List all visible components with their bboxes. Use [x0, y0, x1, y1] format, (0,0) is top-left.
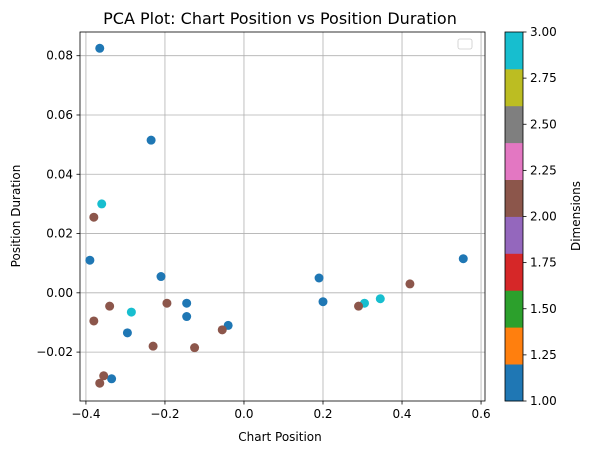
scatter-point: [95, 43, 105, 53]
scatter-point: [318, 297, 328, 307]
scatter-point: [99, 371, 109, 381]
x-tick-label: 0.6: [472, 407, 491, 421]
scatter-point: [95, 378, 105, 388]
y-tick-label: 0.08: [46, 49, 73, 63]
scatter-point: [85, 255, 95, 265]
grid-lines: [80, 32, 485, 401]
colorbar-tick-label: 2.75: [530, 71, 557, 85]
scatter-point: [122, 328, 132, 338]
scatter-point: [217, 325, 227, 335]
y-tick-label: −0.02: [36, 345, 73, 359]
colorbar-segment: [505, 32, 523, 70]
colorbar-segment: [505, 216, 523, 254]
scatter-point: [148, 341, 158, 351]
colorbar-tick-label: 1.25: [530, 348, 557, 362]
colorbar-tick-label: 1.75: [530, 256, 557, 270]
scatter-point: [105, 301, 115, 311]
colorbar-tick-label: 1.00: [530, 394, 557, 408]
x-tick-label: −0.2: [150, 407, 179, 421]
x-tick-label: 0.0: [234, 407, 253, 421]
colorbar-ticks: 1.00 1.25 1.50 1.75 2.00 2.25 2.50 2.75 3.00: [523, 25, 557, 408]
y-axis-label: Position Duration: [9, 165, 23, 268]
scatter-point: [89, 212, 99, 222]
legend-box: [457, 38, 473, 50]
colorbar-segment: [505, 290, 523, 328]
x-axis-label: Chart Position: [238, 430, 322, 444]
colorbar-segment: [505, 68, 523, 107]
y-axis-ticks: −0.02 0.00 0.02 0.04 0.06 0.08: [36, 49, 80, 359]
colorbar-segment: [505, 327, 523, 365]
y-tick-label: 0.06: [46, 108, 73, 122]
y-tick-label: 0.00: [46, 286, 73, 300]
colorbar: [505, 32, 523, 402]
y-tick-label: 0.04: [46, 167, 73, 181]
scatter-point: [97, 199, 107, 209]
colorbar-tick-label: 3.00: [530, 25, 557, 39]
colorbar-tick-label: 2.50: [530, 117, 557, 131]
x-axis-ticks: −0.4 −0.2 0.0 0.2 0.4 0.6: [71, 401, 491, 421]
colorbar-label: Dimensions: [569, 181, 583, 251]
chart-title: PCA Plot: Chart Position vs Position Dur…: [103, 9, 457, 28]
colorbar-tick-label: 2.25: [530, 163, 557, 177]
plot-frame: [79, 31, 486, 402]
data-points: [85, 43, 468, 388]
x-tick-label: −0.4: [71, 407, 100, 421]
scatter-point: [156, 272, 166, 282]
x-tick-label: 0.4: [392, 407, 411, 421]
colorbar-tick-label: 2.00: [530, 210, 557, 224]
colorbar-segment: [505, 253, 523, 291]
scatter-point: [107, 374, 117, 384]
x-tick-label: 0.2: [313, 407, 332, 421]
scatter-point: [354, 301, 364, 311]
colorbar-tick-label: 1.50: [530, 302, 557, 316]
scatter-point: [146, 135, 156, 145]
scatter-point: [458, 254, 468, 264]
scatter-point: [126, 307, 136, 317]
colorbar-segment: [505, 105, 523, 144]
scatter-point: [375, 294, 385, 304]
colorbar-segment: [505, 364, 523, 402]
scatter-point: [182, 312, 192, 322]
scatter-point: [405, 279, 415, 289]
scatter-point: [162, 298, 172, 308]
scatter-point: [190, 343, 200, 353]
scatter-point: [182, 298, 192, 308]
scatter-point: [89, 316, 99, 326]
colorbar-segment: [505, 142, 523, 180]
y-tick-label: 0.02: [46, 227, 73, 241]
colorbar-segment: [505, 179, 523, 217]
scatter-point: [314, 273, 324, 283]
